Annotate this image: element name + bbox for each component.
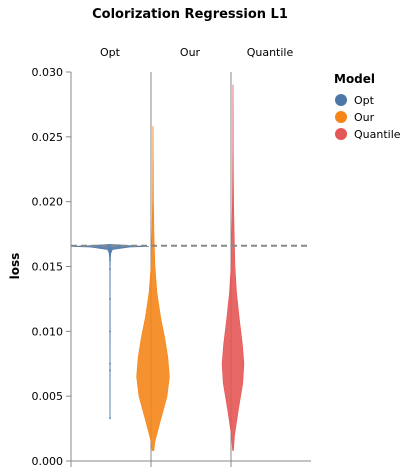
- legend-label-opt: Opt: [354, 94, 375, 107]
- legend-swatch-our: [335, 111, 347, 123]
- facet-label-quantile: Quantile: [247, 46, 294, 59]
- legend: Model Opt Our Quantile: [334, 72, 401, 141]
- y-tick-label: 0.030: [32, 66, 64, 79]
- y-tick-label: 0.025: [32, 131, 64, 144]
- y-tick-label: 0.020: [32, 196, 64, 209]
- violin-our: [136, 126, 170, 451]
- y-tick-label: 0.010: [32, 325, 64, 338]
- y-axis-title: loss: [8, 253, 22, 280]
- y-axis: 0.000 0.005 0.010 0.015 0.020 0.025 0.030: [32, 66, 311, 468]
- y-tick-label: 0.000: [32, 455, 64, 468]
- legend-label-our: Our: [354, 111, 375, 124]
- chart-title: Colorization Regression L1: [92, 7, 288, 22]
- facet-labels: Opt Our Quantile: [100, 46, 293, 59]
- violin-quantile: [221, 84, 245, 451]
- legend-entries: Opt Our Quantile: [335, 94, 401, 141]
- facet-label-opt: Opt: [100, 46, 121, 59]
- legend-title: Model: [334, 72, 375, 86]
- facet-label-our: Our: [180, 46, 201, 59]
- y-tick-label: 0.015: [32, 261, 64, 274]
- plot-area: [70, 72, 311, 461]
- y-tick-label: 0.005: [32, 390, 64, 403]
- legend-label-quantile: Quantile: [354, 128, 401, 141]
- legend-swatch-quantile: [335, 128, 347, 140]
- legend-swatch-opt: [335, 94, 347, 106]
